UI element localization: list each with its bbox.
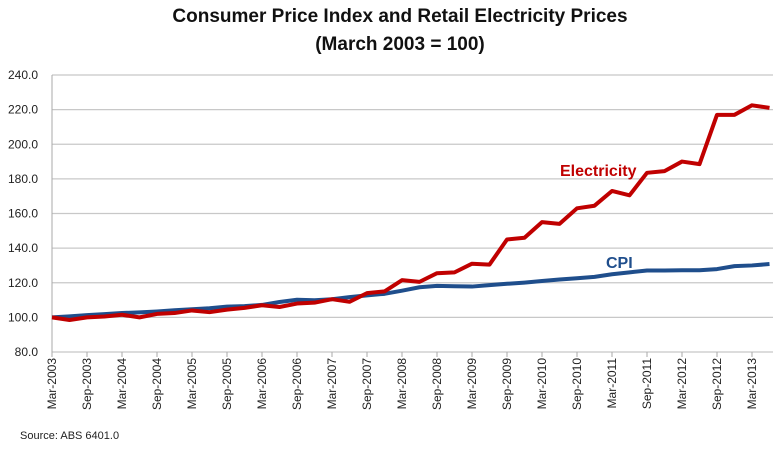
x-tick-label: Mar-2005 bbox=[185, 358, 199, 410]
y-tick-label: 140.0 bbox=[8, 241, 38, 255]
x-tick-label: Sep-2006 bbox=[290, 358, 304, 410]
source-note: Source: ABS 6401.0 bbox=[20, 430, 120, 442]
y-tick-label: 180.0 bbox=[8, 172, 38, 186]
y-tick-label: 80.0 bbox=[15, 345, 39, 359]
series-label-electricity: Electricity bbox=[560, 163, 637, 180]
x-tick-label: Sep-2009 bbox=[500, 358, 514, 410]
x-tick-label: Sep-2010 bbox=[570, 358, 584, 410]
x-tick-label: Sep-2008 bbox=[430, 358, 444, 410]
y-tick-label: 200.0 bbox=[8, 137, 38, 151]
series-line-electricity bbox=[51, 103, 770, 322]
y-tick-label: 160.0 bbox=[8, 207, 38, 221]
x-tick-label: Mar-2006 bbox=[255, 358, 269, 410]
x-tick-label: Mar-2009 bbox=[465, 358, 479, 410]
x-tick-label: Sep-2007 bbox=[360, 358, 374, 410]
chart-title: Consumer Price Index and Retail Electric… bbox=[172, 6, 628, 27]
series-label-cpi: CPI bbox=[606, 255, 633, 272]
y-tick-label: 240.0 bbox=[8, 68, 38, 82]
x-tick-label: Mar-2010 bbox=[535, 358, 549, 410]
x-tick-label: Sep-2012 bbox=[710, 358, 724, 410]
x-tick-label: Sep-2004 bbox=[150, 358, 164, 410]
y-tick-label: 120.0 bbox=[8, 276, 38, 290]
x-tick-label: Sep-2011 bbox=[640, 358, 654, 409]
x-tick-label: Mar-2004 bbox=[115, 358, 129, 410]
x-tick-label: Mar-2012 bbox=[675, 358, 689, 410]
x-tick-label: Mar-2011 bbox=[605, 358, 619, 409]
y-tick-label: 220.0 bbox=[8, 103, 38, 117]
x-tick-label: Mar-2013 bbox=[745, 358, 759, 410]
x-tick-label: Mar-2003 bbox=[45, 358, 59, 410]
x-tick-label: Mar-2008 bbox=[395, 358, 409, 410]
y-tick-label: 100.0 bbox=[8, 310, 38, 324]
chart-subtitle: (March 2003 = 100) bbox=[315, 34, 485, 55]
x-tick-label: Sep-2005 bbox=[220, 358, 234, 410]
x-tick-label: Sep-2003 bbox=[80, 358, 94, 410]
series-line-cpi bbox=[51, 262, 770, 320]
x-tick-label: Mar-2007 bbox=[325, 358, 339, 410]
